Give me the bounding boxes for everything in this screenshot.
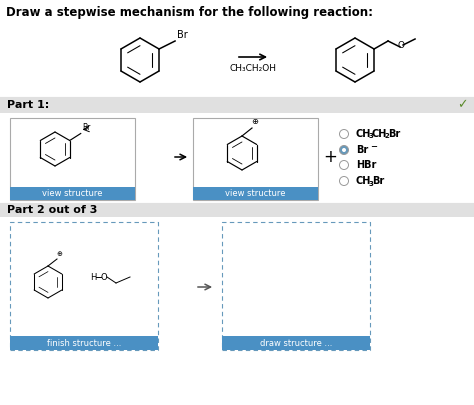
Text: O: O — [100, 273, 107, 281]
Text: O: O — [398, 41, 404, 51]
Text: Br: Br — [356, 145, 368, 155]
Text: CH: CH — [356, 176, 371, 186]
Text: Br: Br — [83, 124, 91, 132]
Text: Draw a stepwise mechanism for the following reaction:: Draw a stepwise mechanism for the follow… — [6, 6, 373, 19]
Circle shape — [339, 145, 348, 154]
Text: −: − — [370, 143, 377, 151]
Text: Br: Br — [177, 30, 188, 40]
Text: CH₃CH₂OH: CH₃CH₂OH — [229, 64, 276, 73]
Text: +: + — [323, 148, 337, 166]
Text: Br: Br — [372, 176, 384, 186]
Circle shape — [342, 148, 346, 152]
Text: Part 2 out of 3: Part 2 out of 3 — [7, 205, 97, 215]
Text: 3: 3 — [368, 134, 374, 139]
Bar — [0, 97, 474, 113]
Bar — [10, 187, 135, 200]
Bar — [10, 336, 158, 350]
Text: 3: 3 — [368, 181, 374, 186]
Text: CH: CH — [356, 129, 371, 139]
Circle shape — [339, 160, 348, 170]
Text: view structure: view structure — [42, 189, 103, 198]
Bar — [10, 118, 135, 200]
Bar — [0, 203, 474, 217]
Text: Br: Br — [388, 129, 400, 139]
Text: ✓: ✓ — [457, 98, 467, 111]
Text: ⊕: ⊕ — [252, 117, 258, 126]
Text: finish structure ...: finish structure ... — [47, 339, 121, 347]
Bar — [193, 187, 318, 200]
Bar — [222, 336, 370, 350]
Bar — [10, 222, 158, 350]
Text: draw structure ...: draw structure ... — [260, 339, 332, 347]
Circle shape — [339, 177, 348, 185]
Text: H: H — [90, 273, 96, 281]
Text: view structure: view structure — [225, 189, 286, 198]
Text: CH: CH — [372, 129, 387, 139]
Bar — [222, 222, 370, 350]
Circle shape — [339, 130, 348, 139]
Text: Part 1:: Part 1: — [7, 100, 49, 110]
Text: HBr: HBr — [356, 160, 376, 170]
Text: 2: 2 — [384, 134, 389, 139]
Text: ⊕: ⊕ — [56, 251, 62, 257]
Bar — [193, 118, 318, 200]
